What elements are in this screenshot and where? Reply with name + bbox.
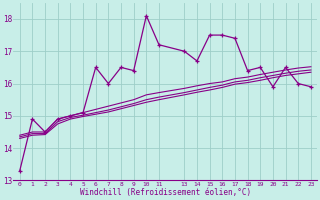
X-axis label: Windchill (Refroidissement éolien,°C): Windchill (Refroidissement éolien,°C) (80, 188, 251, 197)
